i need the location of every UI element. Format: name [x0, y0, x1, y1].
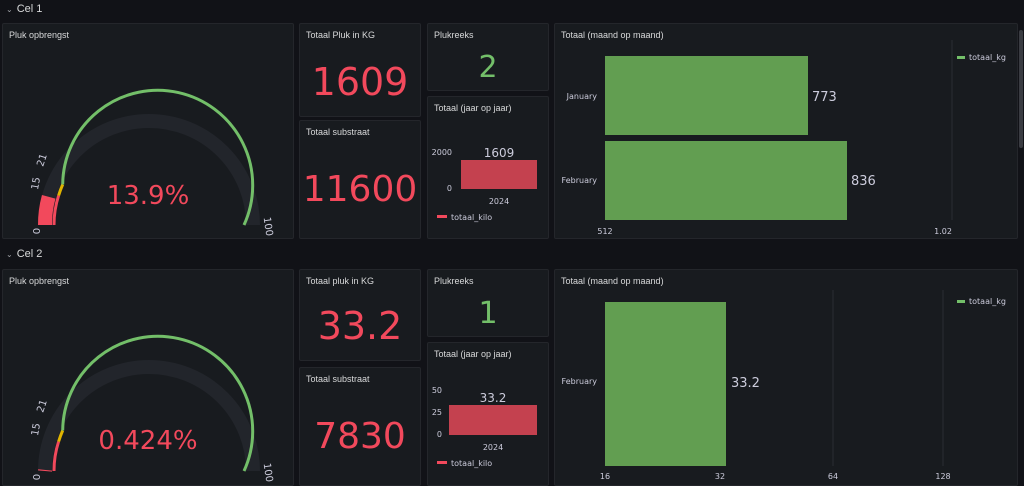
legend-label[interactable]: totaal_kilo	[451, 459, 492, 468]
y-tick: 0	[437, 430, 442, 439]
legend-swatch	[437, 215, 447, 218]
stat-panel-plukreeks[interactable]: Plukreeks 2	[427, 23, 549, 91]
y-category: January	[566, 92, 598, 101]
x-tick: 1.02	[934, 227, 952, 236]
bar-value-label: 836	[851, 174, 876, 189]
panel-title: Totaal (maand op maand)	[561, 276, 664, 286]
row-title: Cel 1	[16, 3, 43, 15]
gauge-tick-0: 0	[32, 474, 43, 480]
panel-title: Totaal (jaar op jaar)	[434, 349, 512, 359]
panel-title: Totaal substraat	[306, 374, 370, 384]
gauge-value: 0.424%	[98, 426, 198, 456]
threshold-red	[52, 441, 61, 472]
mom-chart: February 33.2 16 32 64 128 totaal_kg	[562, 290, 1006, 481]
threshold-green	[61, 88, 255, 226]
y-category: February	[562, 176, 598, 185]
legend-swatch	[437, 461, 447, 464]
bar-value-label: 33.2	[731, 376, 760, 391]
gauge-tick-21: 21	[35, 152, 49, 168]
legend-swatch	[957, 56, 965, 59]
chevron-down-icon: ⌄	[6, 4, 13, 14]
row-header-cel-2[interactable]: ⌄ Cel 2	[0, 245, 42, 263]
gauge-value: 13.9%	[106, 181, 190, 211]
bar-february[interactable]	[605, 141, 847, 220]
bar-2024[interactable]	[449, 405, 537, 435]
bar-value-label: 1609	[484, 146, 515, 160]
stat-value: 11600	[302, 169, 418, 210]
stat-panel-substrate[interactable]: Totaal substraat 7830	[299, 367, 421, 486]
stat-panel-total-kg[interactable]: Totaal pluk in KG 33.2	[299, 269, 421, 361]
legend-label[interactable]: totaal_kg	[969, 53, 1006, 62]
threshold-red	[52, 195, 61, 226]
gauge-track	[38, 360, 260, 472]
panel-title: Totaal substraat	[306, 127, 370, 137]
gauge-tick-100: 100	[261, 462, 275, 482]
threshold-yellow	[57, 183, 65, 197]
y-tick: 0	[447, 184, 452, 193]
row-title: Cel 2	[16, 248, 43, 260]
gauge-panel-cel-1[interactable]: Pluk opbrengst 0 15 21 100 13.9%	[2, 23, 294, 239]
y-tick: 2000	[432, 148, 452, 157]
stat-panel-substrate[interactable]: Totaal substraat 11600	[299, 120, 421, 239]
bar-panel-month-over-month[interactable]: Totaal (maand op maand) January 773 Febr…	[554, 23, 1018, 239]
bar-february[interactable]	[605, 302, 726, 466]
panel-title: Totaal Pluk in KG	[306, 30, 376, 40]
legend-label[interactable]: totaal_kg	[969, 297, 1006, 306]
yoy-chart: 2000 0 1609 2024 totaal_kilo	[432, 146, 537, 222]
threshold-yellow	[57, 429, 65, 443]
panel-title: Totaal (maand op maand)	[561, 30, 664, 40]
x-tick: 16	[600, 472, 610, 481]
mom-chart: January 773 February 836 512 1.02 totaal…	[562, 40, 1006, 236]
panel-title: Totaal (jaar op jaar)	[434, 103, 512, 113]
y-category: February	[562, 377, 598, 386]
stat-value: 2	[478, 50, 498, 85]
bar-2024[interactable]	[461, 160, 537, 189]
yoy-chart: 50 25 0 33.2 2024 totaal_kilo	[432, 386, 537, 468]
bar-panel-year-over-year[interactable]: Totaal (jaar op jaar) 50 25 0 33.2 2024 …	[427, 342, 549, 486]
row-header-cel-1[interactable]: ⌄ Cel 1	[0, 0, 42, 18]
gauge-track	[38, 114, 260, 226]
gauge-tick-21: 21	[35, 398, 49, 414]
scrollbar[interactable]	[1019, 30, 1023, 148]
bar-value-label: 33.2	[480, 391, 507, 405]
panel-title: Pluk opbrengst	[9, 30, 70, 40]
stat-value: 33.2	[317, 304, 403, 348]
stat-value: 1	[478, 296, 498, 331]
gauge-chart: 0 15 21 100	[30, 334, 275, 483]
panel-title: Pluk opbrengst	[9, 276, 70, 286]
x-tick: 2024	[489, 197, 509, 206]
panel-title: Totaal pluk in KG	[306, 276, 375, 286]
panel-title: Plukreeks	[434, 276, 474, 286]
gauge-panel-cel-2[interactable]: Pluk opbrengst 0 15 21 100 0.424%	[2, 269, 294, 486]
bar-value-label: 773	[812, 90, 837, 105]
legend-swatch	[957, 300, 965, 303]
x-tick: 512	[597, 227, 612, 236]
bar-january[interactable]	[605, 56, 808, 135]
stat-value: 7830	[314, 416, 406, 457]
stat-panel-total-kg[interactable]: Totaal Pluk in KG 1609	[299, 23, 421, 117]
x-tick: 64	[828, 472, 838, 481]
gauge-tick-15: 15	[30, 176, 43, 190]
x-tick: 128	[935, 472, 950, 481]
gauge-tick-15: 15	[30, 422, 43, 436]
panel-title: Plukreeks	[434, 30, 474, 40]
stat-value: 1609	[311, 60, 409, 104]
bar-panel-year-over-year[interactable]: Totaal (jaar op jaar) 2000 0 1609 2024 t…	[427, 96, 549, 239]
threshold-green	[61, 334, 255, 472]
legend-label[interactable]: totaal_kilo	[451, 213, 492, 222]
gauge-value-arc	[37, 194, 56, 226]
x-tick: 32	[715, 472, 725, 481]
y-tick: 50	[432, 386, 442, 395]
gauge-tick-0: 0	[32, 228, 43, 234]
y-tick: 25	[432, 408, 442, 417]
bar-panel-month-over-month[interactable]: Totaal (maand op maand) February 33.2 16…	[554, 269, 1018, 486]
chevron-down-icon: ⌄	[6, 249, 13, 259]
x-tick: 2024	[483, 443, 503, 452]
gauge-tick-100: 100	[261, 216, 275, 236]
gauge-chart: 0 15 21 100	[30, 88, 275, 237]
stat-panel-plukreeks[interactable]: Plukreeks 1	[427, 269, 549, 337]
